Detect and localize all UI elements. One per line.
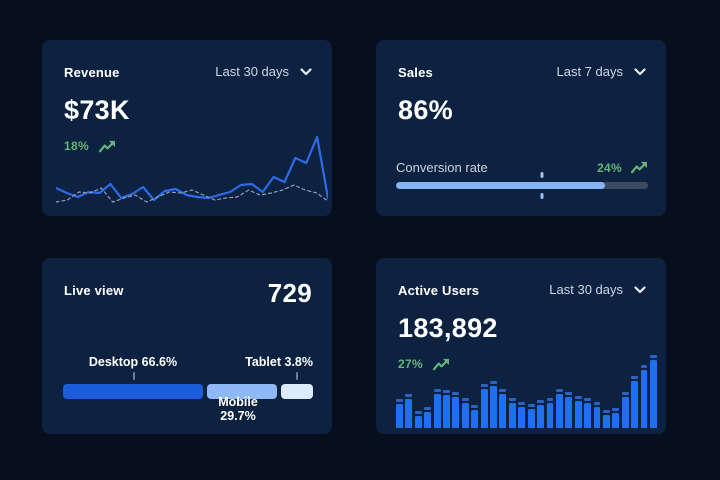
bar [555, 388, 563, 428]
live-view-title: Live view [64, 283, 124, 298]
active-users-delta-row: 27% [398, 357, 644, 371]
conversion-progress-bar [396, 172, 648, 199]
active-users-value: 183,892 [398, 313, 498, 343]
bar [537, 400, 544, 428]
active-users-card-header: Active Users Last 30 days [376, 258, 666, 298]
bar [443, 390, 450, 428]
trend-up-icon [432, 358, 449, 370]
device-split-chart: Desktop 66.6% Tablet 3.8% Mobile 29.7% [63, 355, 314, 423]
revenue-value: $73K [64, 95, 130, 125]
bar [499, 389, 507, 428]
active-users-period-label: Last 30 days [549, 282, 623, 297]
bar [612, 407, 620, 428]
bar [621, 392, 629, 428]
progress-marker-bottom [540, 193, 544, 199]
bar [414, 411, 422, 428]
bar [461, 398, 469, 428]
sales-delta: 24% [597, 160, 622, 175]
bar [396, 398, 403, 428]
revenue-delta-row: 18% [64, 139, 310, 153]
active-users-title: Active Users [398, 283, 480, 298]
bar [574, 395, 582, 428]
bar [490, 381, 497, 428]
bar [527, 403, 535, 428]
bar [480, 384, 488, 428]
revenue-title: Revenue [64, 65, 120, 80]
active-users-period-dropdown[interactable]: Last 30 days [549, 281, 646, 297]
sales-delta-group: 24% [597, 161, 648, 175]
bar [433, 388, 441, 428]
tablet-connector-line [295, 372, 298, 380]
bar [546, 398, 554, 428]
live-view-value: 729 [267, 278, 312, 308]
bar [631, 376, 639, 428]
bar [424, 406, 432, 428]
live-view-card-header: Live view [42, 258, 332, 298]
chevron-down-icon [300, 67, 312, 75]
bar [593, 402, 601, 428]
desktop-segment-label: Desktop 66.6% [88, 355, 178, 369]
revenue-line-chart [56, 133, 328, 203]
mobile-segment-label: Mobile 29.7% [218, 395, 258, 423]
bar [508, 398, 516, 428]
progress-fill [396, 182, 606, 189]
device-split-stacked-bar [63, 384, 314, 399]
revenue-period-label: Last 30 days [215, 64, 289, 79]
sales-title: Sales [398, 65, 433, 80]
chevron-down-icon [634, 285, 646, 293]
trend-up-icon [631, 161, 647, 174]
desktop-segment [63, 384, 203, 399]
bar [471, 405, 479, 428]
bar [565, 392, 573, 428]
chevron-down-icon [634, 67, 646, 75]
tablet-segment-label: Tablet 3.8% [245, 355, 313, 369]
revenue-card-header: Revenue Last 30 days [42, 40, 332, 80]
bar [649, 355, 657, 428]
bar [584, 398, 592, 428]
tablet-segment [280, 384, 314, 399]
mobile-connector-line [237, 398, 239, 406]
bar [405, 394, 413, 428]
conversion-rate-label: Conversion rate [396, 160, 488, 175]
progress-track [396, 182, 648, 189]
sales-period-dropdown[interactable]: Last 7 days [557, 63, 647, 79]
active-users-card: Active Users Last 30 days 183,892 27% [376, 258, 666, 434]
revenue-card: Revenue Last 30 days $73K 18% [42, 40, 332, 216]
bar [518, 402, 526, 428]
desktop-connector-line [133, 372, 136, 380]
active-users-bar-chart [396, 355, 657, 428]
progress-marker-top [540, 172, 544, 178]
live-view-card: Live view 729 Desktop 66.6% Tablet 3.8% … [42, 258, 332, 434]
mobile-segment [206, 384, 277, 399]
bar [640, 365, 648, 428]
sales-card-header: Sales Last 7 days [376, 40, 666, 80]
sales-card: Sales Last 7 days 86% Conversion rate 24… [376, 40, 666, 216]
trend-up-icon [98, 140, 115, 152]
revenue-delta: 18% [64, 139, 89, 153]
sales-value: 86% [398, 95, 453, 125]
sales-metric-row: Conversion rate 24% [396, 160, 648, 175]
sales-period-label: Last 7 days [556, 64, 624, 79]
revenue-period-dropdown[interactable]: Last 30 days [215, 63, 312, 79]
bar [452, 392, 460, 428]
bar [602, 409, 610, 428]
active-users-delta: 27% [398, 357, 423, 371]
